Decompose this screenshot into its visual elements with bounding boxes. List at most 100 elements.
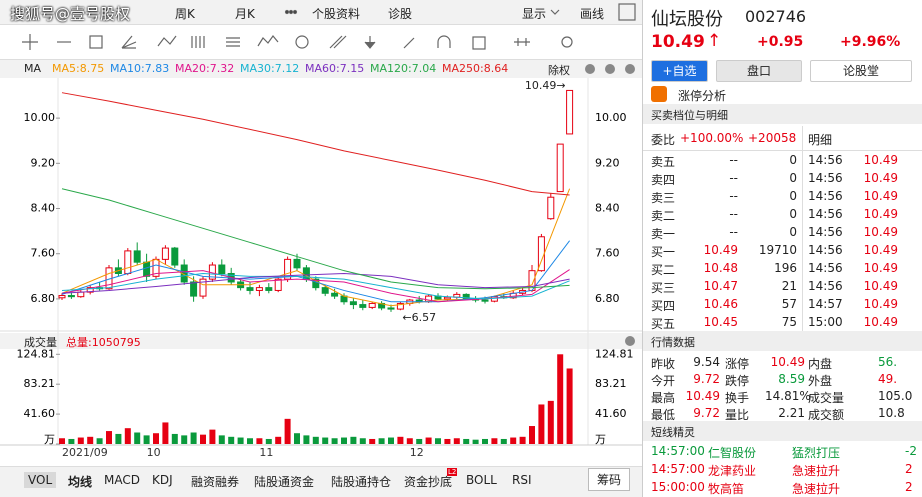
tab[interactable]: 月K [235,7,255,21]
tab[interactable]: 诊股 [388,7,413,21]
volume-bar [143,435,150,444]
low-label: ←6.57 [402,311,436,324]
y-tick-label: 10.00 [24,111,56,124]
trade-time: 15:00 [808,315,843,329]
volume-bar [359,438,366,444]
limit-icon [651,86,667,102]
volume-bar [153,433,159,444]
indicator-tab[interactable]: 陆股通持仓 [331,475,392,489]
volume-bar [106,431,112,444]
volume-bar [209,429,216,444]
book-volume: 21 [781,279,797,293]
alert[interactable]: 龙津药业 [708,464,757,478]
display-menu[interactable]: 显示 [522,7,547,21]
y-tick-label: 7.60 [595,247,620,260]
book-price: 10.49 [703,243,738,257]
trade-time: 14:56 [808,189,843,203]
y-tick-label: 万 [595,433,606,446]
candle-body [133,250,141,263]
book-volume: 0 [789,207,797,221]
book-volume: 19710 [758,243,797,257]
date-label: 10 [147,446,161,459]
volume-bar [256,438,263,444]
chip-button[interactable]: 筹码 [588,468,631,491]
stat: 10.49 [770,355,805,369]
volume-bar [96,438,103,444]
book-price: 10.46 [703,297,738,311]
indicator-tab[interactable]: BOLL [466,473,497,487]
stat: 涨停 [725,357,750,371]
stat: 量比 [725,408,750,422]
date-label: 12 [410,446,424,459]
book-label: 买五 [651,317,676,331]
candle-body [199,278,207,297]
candle-body [293,258,301,269]
stat: 9.72 [693,406,720,420]
book-label: 卖二 [651,209,676,223]
volume-bar [322,437,329,444]
book-label: 买四 [651,299,676,313]
book-volume: 0 [789,153,797,167]
volume-bar [510,437,517,444]
volume-bar [482,438,488,444]
indicator-tab[interactable]: 资金抄底 [404,475,453,489]
volume-bar [435,438,441,444]
y-tick-label: 7.60 [31,247,56,260]
tab-button[interactable]: 论股堂 [810,60,912,82]
alert[interactable]: 仁智股份 [708,446,757,460]
alert[interactable]: 牧高笛 [708,482,745,496]
book-label: 买二 [651,263,676,277]
indicator-tab[interactable]: 融资融券 [191,475,240,489]
tab-button[interactable]: +自选 [651,60,708,82]
alert: 2 [905,462,913,476]
indicator-tab[interactable]: VOL [24,472,57,488]
y-tick-label: 41.60 [24,407,56,420]
indicator-tab[interactable]: KDJ [152,473,173,487]
candle-body [246,287,254,291]
adjust-button[interactable]: 除权 [548,64,570,77]
candle-body [321,287,329,294]
candle-body [86,287,94,293]
draw-button[interactable]: 画线 [580,7,605,21]
volume-bar [77,437,84,444]
volume-bar [87,436,94,444]
section-header [643,104,922,124]
ratio-diff: +20058 [748,131,797,145]
stat: 外盘 [808,374,833,388]
candle-body [368,302,376,308]
volume-title: 成交量 [24,336,57,349]
indicator-tab[interactable]: RSI [512,473,532,487]
book-price: -- [729,153,738,167]
tab-button[interactable]: 盘口 [716,60,802,82]
price: 10.49 [651,32,705,52]
candle-body [284,258,292,280]
candle-body [218,264,226,274]
volume-bar [162,422,169,444]
y-tick-label: 9.20 [31,156,56,169]
limit-analysis[interactable]: 涨停分析 [678,89,727,103]
volume-bar [519,436,526,444]
book-volume: 0 [789,189,797,203]
section-title: 买卖档位与明细 [651,109,728,122]
stat: 10.8 [878,406,905,420]
indicator-tab[interactable]: MACD [104,473,140,487]
indicator-tab[interactable]: 均线 [68,475,93,489]
ma-line [61,272,570,294]
book-volume: 0 [789,171,797,185]
volume-bar [416,438,423,444]
candle-body [481,299,489,302]
alert: 2 [905,480,913,494]
ma-label: MA [24,62,42,75]
trade-time: 14:56 [808,243,843,257]
candle-body [387,307,395,310]
indicator-tab[interactable]: 陆股通资金 [254,475,315,489]
book-price: 10.48 [703,261,738,275]
tab[interactable]: 个股资料 [312,7,361,21]
book-price: -- [729,225,738,239]
stat: 跌停 [725,374,750,388]
y-tick-label: 41.60 [595,407,627,420]
trade-price: 10.49 [863,297,898,311]
tab[interactable]: 周K [175,7,195,21]
trade-time: 14:56 [808,207,843,221]
